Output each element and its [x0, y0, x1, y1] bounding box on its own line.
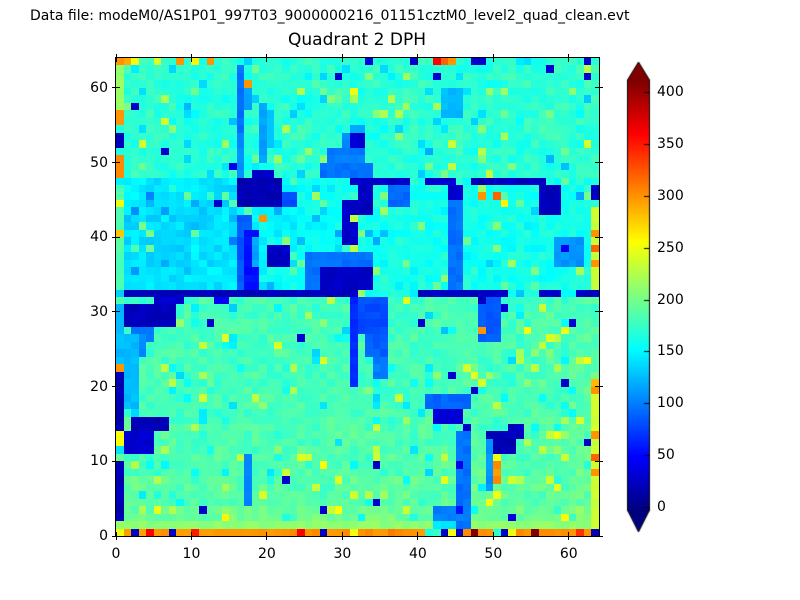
- axis-tick-mark: [112, 236, 120, 238]
- axis-tick-mark: [115, 54, 117, 62]
- axis-tick-mark: [492, 532, 494, 540]
- axis-tick-mark: [595, 386, 603, 388]
- axis-tick-mark: [112, 87, 120, 89]
- colorbar-tick-label: 150: [657, 343, 684, 360]
- colorbar-tick-label: 300: [657, 188, 684, 205]
- axis-tick-mark: [112, 460, 120, 462]
- colorbar-tick-label: 50: [657, 447, 675, 464]
- axis-tick-mark: [190, 54, 192, 62]
- colorbar-tick-label: 100: [657, 395, 684, 412]
- x-tick-label: 40: [408, 546, 427, 562]
- x-tick-label: 50: [484, 546, 503, 562]
- axis-tick-mark: [112, 386, 120, 388]
- axis-tick-mark: [112, 311, 120, 313]
- y-tick-label: 0: [99, 528, 108, 544]
- x-tick-label: 60: [559, 546, 578, 562]
- axis-tick-mark: [190, 532, 192, 540]
- y-tick-label: 60: [90, 79, 108, 96]
- y-tick-label: 40: [90, 229, 108, 246]
- y-tick-label: 50: [90, 154, 108, 171]
- y-tick-label: 30: [90, 303, 108, 320]
- colorbar-tick-label: 200: [657, 291, 684, 308]
- axis-tick-mark: [112, 535, 120, 537]
- data-file-label: Data file: modeM0/AS1P01_997T03_90000002…: [30, 8, 630, 24]
- axis-tick-mark: [595, 460, 603, 462]
- axis-tick-mark: [341, 54, 343, 62]
- colorbar-tick-label: 0: [657, 498, 666, 515]
- x-tick-label: 30: [333, 546, 352, 562]
- axis-tick-mark: [595, 236, 603, 238]
- heatmap-canvas: [116, 58, 599, 536]
- axis-tick-mark: [595, 535, 603, 537]
- axis-tick-mark: [492, 54, 494, 62]
- axis-tick-mark: [595, 87, 603, 89]
- y-tick-label: 20: [90, 378, 108, 395]
- y-tick-label: 10: [90, 453, 108, 470]
- axis-tick-mark: [266, 532, 268, 540]
- axis-tick-mark: [568, 532, 570, 540]
- x-tick-label: 10: [182, 546, 201, 562]
- plot-title: Quadrant 2 DPH: [288, 30, 426, 50]
- colorbar: [626, 58, 652, 534]
- x-tick-label: 0: [111, 546, 121, 562]
- axis-tick-mark: [595, 311, 603, 313]
- colorbar-tick-label: 350: [657, 136, 684, 153]
- axis-tick-mark: [417, 532, 419, 540]
- colorbar-tick-label: 250: [657, 239, 684, 256]
- axis-tick-mark: [568, 54, 570, 62]
- axes-area: [112, 54, 603, 540]
- x-tick-label: 20: [258, 546, 276, 562]
- axis-tick-mark: [266, 54, 268, 62]
- colorbar-tick-label: 400: [657, 84, 684, 101]
- axis-tick-mark: [341, 532, 343, 540]
- axis-tick-mark: [417, 54, 419, 62]
- axis-tick-mark: [112, 162, 120, 164]
- axis-tick-mark: [595, 162, 603, 164]
